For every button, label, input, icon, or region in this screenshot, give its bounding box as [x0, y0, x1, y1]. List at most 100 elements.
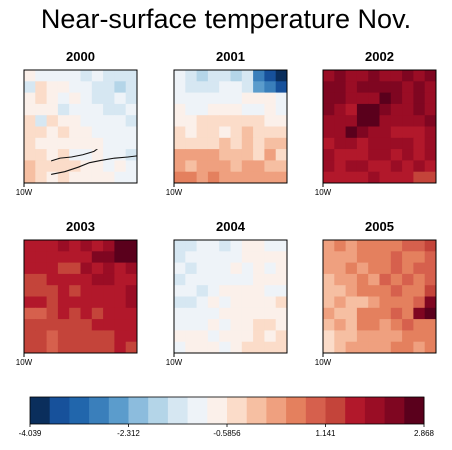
anomaly-cell: [207, 296, 220, 309]
colorbar-bin: [30, 397, 51, 424]
anomaly-cell: [413, 92, 426, 105]
anomaly-cell: [323, 296, 335, 309]
anomaly-cell: [24, 115, 36, 128]
anomaly-cell: [174, 137, 186, 150]
anomaly-cell: [264, 149, 277, 161]
anomaly-cell: [390, 70, 403, 82]
anomaly-cell: [57, 251, 70, 264]
anomaly-cell: [174, 307, 186, 320]
anomaly-cell: [334, 81, 347, 94]
anomaly-cell: [91, 70, 104, 82]
colorbar-bin: [325, 397, 346, 424]
anomaly-cell: [103, 149, 115, 161]
anomaly-cell: [185, 149, 198, 161]
anomaly-cell: [80, 307, 93, 320]
anomaly-cell: [253, 160, 265, 173]
anomaly-cell: [356, 307, 369, 320]
anomaly-cell: [390, 319, 403, 331]
anomaly-cell: [196, 103, 209, 116]
panel-grid: 2000 10W 2001 10W 2002 10W 2003 10W 2004 10W 2005 1…: [16, 49, 437, 367]
anomaly-cell: [230, 171, 243, 183]
anomaly-cell: [413, 137, 426, 150]
anomaly-cell: [413, 296, 426, 309]
anomaly-cell: [264, 171, 277, 183]
anomaly-cell: [174, 251, 186, 264]
anomaly-cell: [230, 251, 243, 264]
anomaly-cell: [219, 330, 232, 343]
anomaly-cell: [174, 296, 186, 309]
anomaly-cell: [241, 296, 254, 309]
anomaly-cell: [356, 160, 369, 173]
anomaly-cell: [424, 81, 436, 94]
anomaly-cell: [413, 251, 426, 264]
anomaly-cell: [103, 160, 115, 173]
anomaly-cell: [91, 160, 104, 173]
anomaly-cell: [402, 81, 414, 94]
anomaly-cell: [379, 137, 392, 150]
anomaly-cell: [196, 149, 209, 161]
anomaly-cell: [334, 251, 347, 264]
anomaly-cell: [114, 240, 127, 252]
anomaly-cell: [334, 330, 347, 343]
anomaly-cell: [185, 92, 198, 105]
anomaly-cell: [69, 319, 82, 331]
anomaly-cell: [69, 103, 82, 116]
anomaly-cell: [196, 307, 209, 320]
anomaly-cell: [114, 330, 127, 343]
anomaly-cell: [125, 251, 137, 264]
anomaly-cell: [413, 115, 426, 128]
panel-title: 2004: [216, 219, 246, 234]
anomaly-cell: [80, 126, 93, 139]
anomaly-cell: [46, 330, 59, 343]
anomaly-cell: [103, 103, 115, 116]
colorbar-bin: [148, 397, 169, 424]
panel-frame: [173, 239, 288, 354]
anomaly-cell: [264, 92, 277, 105]
anomaly-cell: [103, 70, 115, 82]
anomaly-cell: [35, 70, 48, 82]
anomaly-cell: [69, 171, 82, 183]
map-panel-2004: 2004 10W: [166, 219, 288, 367]
anomaly-cell: [196, 115, 209, 128]
anomaly-cell: [356, 92, 369, 105]
anomaly-cell: [345, 262, 358, 275]
anomaly-cell: [185, 285, 198, 298]
anomaly-cell: [424, 70, 436, 82]
anomaly-cell: [174, 81, 186, 94]
anomaly-cell: [114, 307, 127, 320]
anomaly-cell: [275, 115, 287, 128]
anomaly-cell: [80, 262, 93, 275]
anomaly-cell: [345, 296, 358, 309]
anomaly-cell: [241, 160, 254, 173]
anomaly-cell: [379, 149, 392, 161]
anomaly-cell: [402, 115, 414, 128]
anomaly-cell: [91, 81, 104, 94]
anomaly-cell: [241, 149, 254, 161]
map-panel-2002: 2002 10W: [315, 49, 437, 197]
anomaly-cell: [207, 319, 220, 331]
anomaly-cell: [91, 115, 104, 128]
anomaly-cell: [174, 330, 186, 343]
anomaly-cell: [345, 171, 358, 183]
anomaly-cell: [390, 240, 403, 252]
anomaly-cell: [368, 81, 381, 94]
anomaly-cell: [264, 341, 277, 353]
anomaly-cell: [241, 92, 254, 105]
anomaly-cell: [103, 171, 115, 183]
anomaly-cell: [91, 307, 104, 320]
anomaly-cell: [345, 330, 358, 343]
anomaly-cell: [69, 296, 82, 309]
anomaly-cell: [241, 103, 254, 116]
anomaly-cell: [207, 171, 220, 183]
anomaly-cell: [24, 319, 36, 331]
anomaly-cell: [46, 160, 59, 173]
colorbar-bin: [187, 397, 208, 424]
anomaly-cell: [219, 296, 232, 309]
anomaly-cell: [264, 126, 277, 139]
anomaly-cell: [413, 70, 426, 82]
anomaly-cell: [46, 92, 59, 105]
anomaly-cell: [424, 240, 436, 252]
anomaly-cell: [379, 341, 392, 353]
anomaly-cell: [57, 92, 70, 105]
anomaly-cell: [35, 81, 48, 94]
